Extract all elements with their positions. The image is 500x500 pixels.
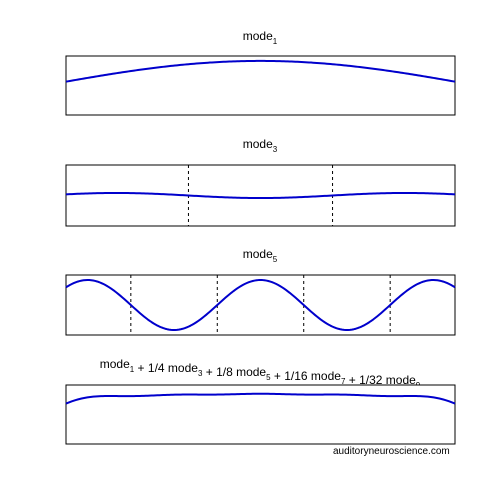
mode-panel-2: mode3 xyxy=(65,137,456,227)
waveform-line xyxy=(65,392,456,405)
plot-frame xyxy=(65,274,456,336)
waveform-line xyxy=(65,59,456,83)
panel-title: mode3 xyxy=(243,137,278,154)
mode-panel-1: mode1 xyxy=(65,29,456,116)
waveform-line xyxy=(65,191,456,200)
plot-frame xyxy=(65,384,456,445)
credit-text: auditoryneuroscience.com xyxy=(333,446,450,457)
plot-frame xyxy=(65,164,456,227)
mode-panel-4: mode1 + 1/4 mode3 + 1/8 mode5 + 1/16 mod… xyxy=(65,357,456,445)
waveform-line xyxy=(65,279,456,331)
panel-title: mode1 + 1/4 mode3 + 1/8 mode5 + 1/16 mod… xyxy=(100,357,421,390)
panel-title: mode1 xyxy=(243,29,278,46)
mode-panel-3: mode5 xyxy=(65,247,456,336)
plot-frame xyxy=(65,55,456,116)
panel-title: mode5 xyxy=(243,247,278,264)
